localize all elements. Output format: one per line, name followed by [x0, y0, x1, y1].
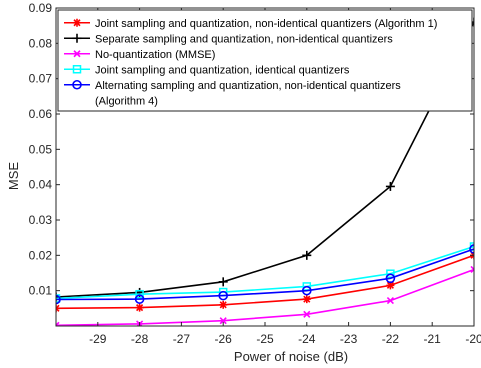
legend-label-4: Joint sampling and quantization, identic… [95, 64, 350, 76]
legend-marker-5 [72, 79, 82, 90]
series-1-point-4 [302, 295, 311, 304]
series-5-point-4 [301, 285, 312, 296]
series-5 [56, 244, 474, 305]
series-2-line [56, 21, 474, 298]
legend-box [57, 9, 473, 112]
legend-label-5: Alternating sampling and quantization, n… [95, 80, 401, 92]
legend-marker-3 [73, 50, 81, 58]
ticks-layer: -29 -28 -27 -26 -25 -24 -23 -22 -21 -20 0.01 0.02 0.… [29, 1, 481, 346]
series-3-point-3 [219, 317, 227, 325]
series-2-point-4 [302, 250, 312, 260]
series-5-point-2 [134, 294, 145, 304]
y-tick-label-9: 0.09 [29, 1, 53, 15]
x-tick-label-6: -24 [298, 332, 316, 346]
series-5-point-1 [56, 294, 61, 305]
y-tick-label-5: 0.05 [29, 142, 53, 156]
y-tick-label-3: 0.03 [29, 213, 53, 227]
series-1-line [56, 254, 474, 310]
x-tick-label-4: -26 [215, 332, 233, 346]
y-tick-label-1: 0.01 [29, 284, 53, 298]
x-tick-label-1: -29 [89, 332, 107, 346]
x-tick-label-2: -28 [131, 332, 149, 346]
legend-label-1: Joint sampling and quantization, non-ide… [95, 18, 437, 30]
series-3-point-5 [386, 296, 394, 305]
legend-entry-3: No-quantization (MMSE) [64, 49, 215, 61]
series-1 [56, 251, 474, 313]
series-3-point-4 [303, 310, 311, 318]
y-axis-label: MSE [6, 162, 21, 191]
series-4-point-5 [386, 269, 395, 278]
y-tick-label-4: 0.04 [29, 178, 53, 192]
legend-entry-1: Joint sampling and quantization, non-ide… [64, 18, 437, 30]
legend-label-3: No-quantization (MMSE) [95, 49, 215, 61]
x-tick-label-10: -20 [465, 332, 481, 346]
series-3-point-6 [470, 265, 474, 274]
legend-marker-2 [72, 33, 82, 43]
legend-entry-5: Alternating sampling and quantization, n… [64, 79, 401, 107]
y-tick-label-7: 0.07 [29, 72, 53, 86]
legend: Joint sampling and quantization, non-ide… [57, 9, 473, 112]
series-5-line [56, 248, 474, 301]
series-3-line [56, 268, 474, 326]
series-4-line [56, 245, 474, 300]
legend-entry-4: Joint sampling and quantization, identic… [64, 64, 350, 76]
legend-label-5-line-2: (Algorithm 4) [95, 95, 158, 107]
series-layer [56, 17, 474, 326]
series-4-point-2 [135, 289, 144, 299]
series-2-point-5 [385, 181, 395, 191]
series-5-point-3 [218, 290, 228, 301]
legend-label-2: Separate sampling and quantization, non-… [95, 33, 393, 45]
x-tick-label-9: -21 [424, 332, 442, 346]
series-5-point-6 [469, 244, 474, 254]
x-tick-label-8: -22 [382, 332, 400, 346]
y-tick-label-2: 0.02 [29, 248, 53, 262]
series-1-point-1 [56, 304, 60, 313]
x-tick-label-3: -27 [173, 332, 191, 346]
series-5-point-5 [385, 273, 396, 284]
legend-marker-4 [72, 65, 82, 74]
series-3-point-1 [56, 321, 60, 326]
legend-marker-1 [73, 18, 81, 27]
x-tick-label-7: -23 [340, 332, 358, 346]
y-tick-label-8: 0.08 [29, 36, 53, 50]
legend-entry-2: Separate sampling and quantization, non-… [64, 33, 393, 45]
x-axis-label: Power of noise (dB) [234, 349, 348, 364]
y-tick-label-6: 0.06 [29, 107, 53, 121]
series-1-point-3 [219, 300, 228, 309]
series-2-point-3 [218, 277, 228, 287]
series-1-point-2 [135, 303, 144, 312]
x-tick-label-5: -25 [256, 332, 274, 346]
